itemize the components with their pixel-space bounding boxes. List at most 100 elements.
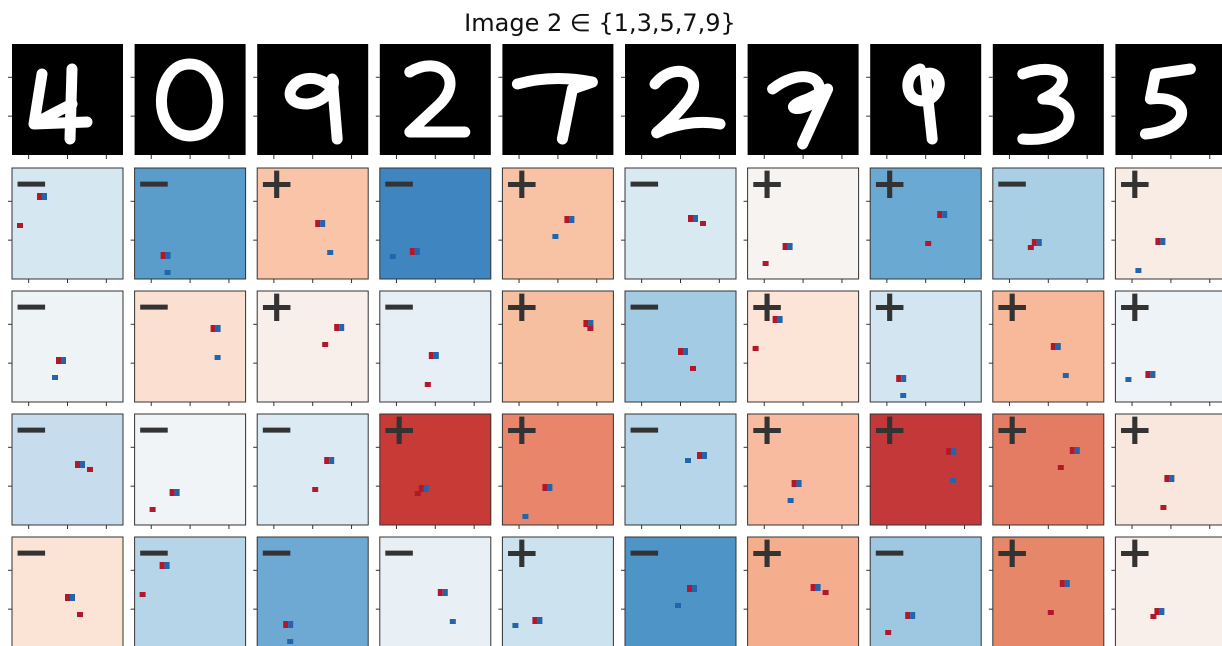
heatmap-tile bbox=[379, 413, 492, 526]
digit-stroke bbox=[902, 63, 945, 145]
spot bbox=[1031, 239, 1037, 246]
digit-stroke bbox=[156, 58, 224, 142]
spot bbox=[1154, 608, 1160, 615]
heatmap-tile bbox=[134, 290, 247, 403]
sign-label: + bbox=[503, 527, 540, 578]
spot bbox=[1057, 465, 1064, 470]
sign-label: + bbox=[1116, 158, 1153, 209]
spot bbox=[683, 348, 688, 355]
spot bbox=[17, 223, 23, 228]
sign-label: + bbox=[503, 281, 540, 332]
spot bbox=[442, 589, 448, 596]
spot bbox=[1159, 608, 1165, 615]
sign-label: − bbox=[258, 404, 295, 455]
sign-label: − bbox=[13, 404, 50, 455]
spot bbox=[532, 617, 538, 624]
spot bbox=[1062, 373, 1069, 378]
spot bbox=[946, 448, 952, 455]
heatmap-tile bbox=[501, 536, 614, 646]
heatmap-tile bbox=[501, 413, 614, 526]
heatmap-tile bbox=[1114, 290, 1222, 403]
heatmap-tile bbox=[501, 290, 614, 403]
spot bbox=[65, 594, 70, 601]
heatmap-tile bbox=[992, 536, 1105, 646]
sign-label: + bbox=[994, 404, 1031, 455]
spot bbox=[693, 215, 698, 222]
digit-stroke bbox=[1017, 63, 1075, 145]
spot bbox=[334, 324, 340, 331]
spot bbox=[777, 316, 783, 323]
spot bbox=[772, 316, 778, 323]
sign-label: + bbox=[258, 281, 295, 332]
heatmap-tile bbox=[1114, 167, 1222, 280]
spot bbox=[70, 594, 75, 601]
spot bbox=[423, 485, 429, 492]
sign-label: + bbox=[503, 158, 540, 209]
digit-image bbox=[625, 44, 736, 155]
spot bbox=[56, 357, 61, 364]
spot bbox=[1160, 238, 1166, 245]
spot bbox=[942, 211, 948, 218]
spot bbox=[418, 485, 424, 492]
spot bbox=[389, 254, 396, 259]
spot bbox=[1155, 238, 1161, 245]
spot bbox=[583, 320, 589, 327]
sign-label: + bbox=[258, 158, 295, 209]
spot bbox=[320, 220, 326, 227]
heatmap-tile bbox=[869, 167, 982, 280]
spot bbox=[160, 252, 166, 259]
spot bbox=[1160, 505, 1167, 510]
spot bbox=[1050, 343, 1056, 350]
digit-stroke bbox=[284, 72, 343, 145]
spot bbox=[174, 489, 180, 496]
heatmap-tile bbox=[134, 536, 247, 646]
spot bbox=[678, 348, 683, 355]
spot bbox=[697, 452, 702, 459]
heatmap-tile bbox=[379, 536, 492, 646]
heatmap-tile bbox=[11, 167, 124, 280]
spot bbox=[1150, 614, 1157, 619]
sign-label: + bbox=[871, 404, 908, 455]
sign-label: − bbox=[258, 527, 295, 578]
spot bbox=[885, 630, 892, 635]
spot bbox=[937, 211, 943, 218]
sign-label: − bbox=[13, 158, 50, 209]
sign-label: + bbox=[1116, 404, 1153, 455]
spot bbox=[87, 467, 93, 472]
spot bbox=[588, 320, 594, 327]
spot bbox=[37, 193, 42, 200]
spot bbox=[409, 248, 415, 255]
spot bbox=[428, 352, 434, 359]
sign-label: + bbox=[1116, 527, 1153, 578]
spot bbox=[796, 480, 802, 487]
spot bbox=[896, 375, 902, 382]
heatmap-tile bbox=[747, 413, 860, 526]
sign-label: − bbox=[136, 158, 173, 209]
spot bbox=[164, 270, 171, 275]
spot bbox=[329, 457, 335, 464]
spot bbox=[164, 562, 170, 569]
digit-stroke bbox=[1139, 63, 1196, 140]
sign-label: + bbox=[749, 404, 786, 455]
spot bbox=[537, 617, 543, 624]
spot bbox=[139, 592, 146, 597]
spot bbox=[437, 589, 443, 596]
spot bbox=[414, 491, 421, 496]
sign-label: − bbox=[381, 527, 418, 578]
spot bbox=[42, 193, 47, 200]
heatmap-tile bbox=[11, 536, 124, 646]
spot bbox=[159, 562, 165, 569]
sign-label: + bbox=[1116, 281, 1153, 332]
sign-label: − bbox=[626, 281, 663, 332]
spot bbox=[564, 216, 570, 223]
spot bbox=[1069, 447, 1075, 454]
heatmap-tile bbox=[134, 413, 247, 526]
sign-label: − bbox=[626, 158, 663, 209]
spot bbox=[1055, 343, 1061, 350]
spot bbox=[901, 375, 907, 382]
spot bbox=[752, 346, 759, 351]
heatmap-tile bbox=[624, 167, 737, 280]
figure-title: Image 2 ∈ {1,3,5,7,9} bbox=[464, 9, 736, 37]
heatmap-tile bbox=[256, 536, 369, 646]
spot bbox=[449, 619, 456, 624]
